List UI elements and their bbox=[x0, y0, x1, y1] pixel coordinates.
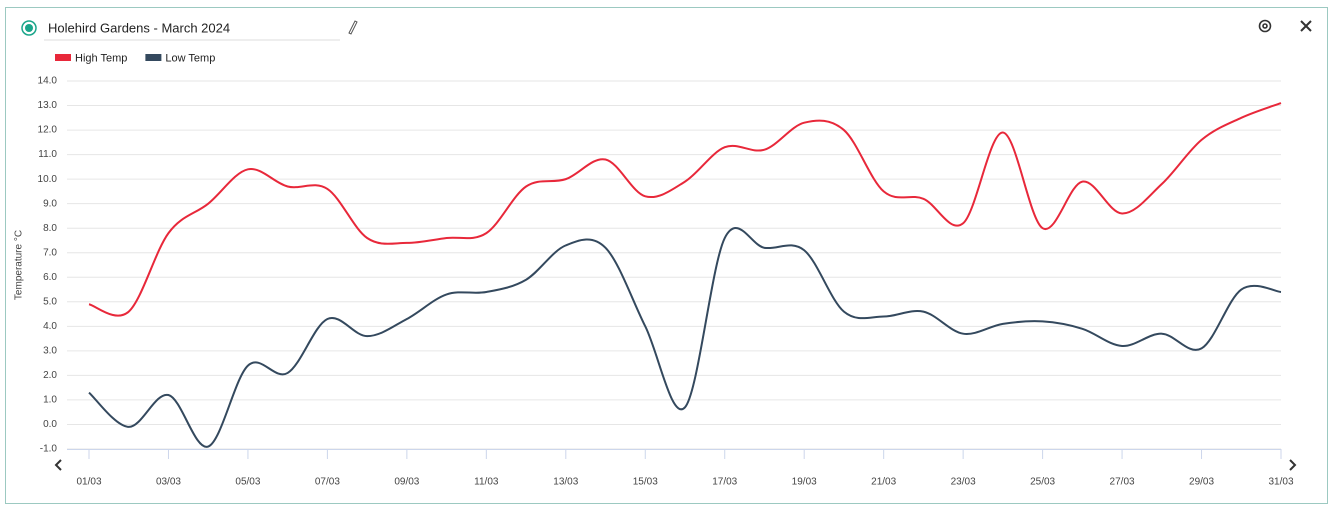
widget-title[interactable]: Holehird Gardens - March 2024 bbox=[48, 20, 230, 35]
x-tick-label: 09/03 bbox=[394, 477, 419, 488]
x-tick-label: 15/03 bbox=[633, 477, 658, 488]
edit-icon[interactable] bbox=[348, 20, 358, 35]
series-line bbox=[88, 227, 1282, 448]
legend-swatch bbox=[55, 54, 71, 61]
x-tick-label: 05/03 bbox=[235, 477, 260, 488]
scroll-right[interactable] bbox=[1289, 459, 1297, 471]
y-tick-label: 14.0 bbox=[38, 76, 58, 87]
status-icon[interactable] bbox=[21, 20, 37, 36]
legend-swatch bbox=[145, 54, 162, 61]
y-tick-label: 1.0 bbox=[43, 395, 57, 406]
x-tick-label: 11/03 bbox=[474, 477, 499, 488]
y-tick-label: 4.0 bbox=[43, 321, 57, 332]
x-tick-label: 25/03 bbox=[1030, 477, 1055, 488]
y-tick-label: 7.0 bbox=[43, 247, 57, 258]
status-dot bbox=[25, 24, 33, 32]
settings-icon[interactable] bbox=[1258, 19, 1272, 33]
x-tick-label: 07/03 bbox=[315, 477, 340, 488]
y-tick-label: 0.0 bbox=[43, 419, 57, 430]
y-tick-label: 8.0 bbox=[43, 223, 57, 234]
y-axis-label: Temperature °C bbox=[14, 230, 25, 300]
legend-label: Low Temp bbox=[165, 52, 215, 64]
y-tick-label: 2.0 bbox=[43, 370, 57, 381]
x-tick-label: 19/03 bbox=[792, 477, 817, 488]
x-tick-label: 29/03 bbox=[1189, 477, 1214, 488]
x-tick-label: 21/03 bbox=[871, 477, 896, 488]
x-tick-label: 01/03 bbox=[76, 477, 101, 488]
y-tick-label: -1.0 bbox=[40, 444, 58, 455]
y-tick-label: 9.0 bbox=[43, 198, 57, 209]
legend-label: High Temp bbox=[75, 52, 127, 64]
scroll-left[interactable] bbox=[54, 459, 62, 471]
y-tick-label: 10.0 bbox=[38, 174, 58, 185]
close-icon[interactable] bbox=[1300, 20, 1312, 32]
y-tick-label: 13.0 bbox=[38, 100, 58, 111]
series-line bbox=[88, 102, 1282, 317]
x-tick-label: 03/03 bbox=[156, 477, 181, 488]
y-tick-label: 6.0 bbox=[43, 272, 57, 283]
x-tick-label: 17/03 bbox=[712, 477, 737, 488]
y-tick-label: 5.0 bbox=[43, 296, 57, 307]
y-tick-label: 12.0 bbox=[38, 125, 58, 136]
x-tick-label: 27/03 bbox=[1110, 477, 1135, 488]
x-tick-label: 31/03 bbox=[1268, 477, 1293, 488]
widget-frame bbox=[5, 7, 1328, 504]
x-tick-label: 13/03 bbox=[553, 477, 578, 488]
x-tick-label: 23/03 bbox=[951, 477, 976, 488]
y-tick-label: 3.0 bbox=[43, 346, 57, 357]
y-tick-label: 11.0 bbox=[38, 149, 57, 160]
